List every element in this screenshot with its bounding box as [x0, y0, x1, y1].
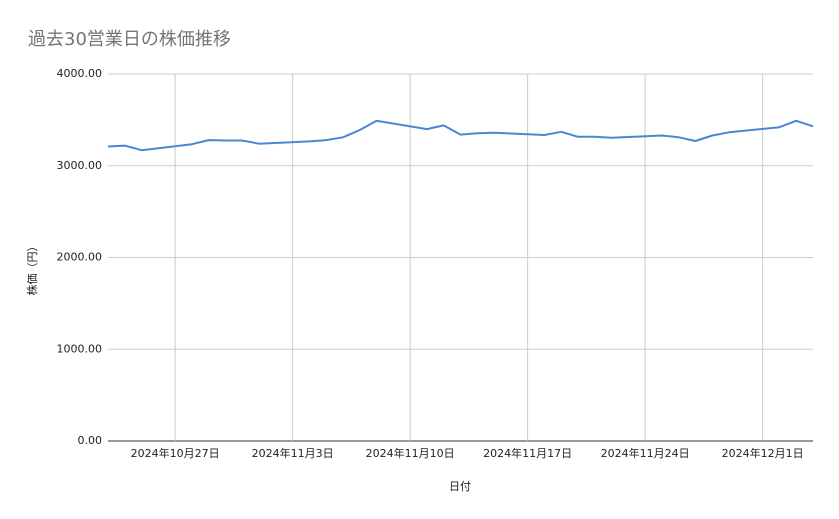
y-tick-label: 1000.00 [57, 342, 103, 355]
y-tick-label: 4000.00 [57, 67, 103, 80]
y-tick-label: 3000.00 [57, 159, 103, 172]
x-axis-title: 日付 [449, 480, 471, 493]
chart-title: 過去30営業日の株価推移 [28, 29, 231, 50]
x-tick-label: 2024年11月17日 [483, 446, 572, 460]
x-tick-label: 2024年12月1日 [722, 446, 804, 460]
y-axis-title: 株価（円） [25, 241, 39, 296]
x-tick-label: 2024年10月27日 [131, 446, 220, 460]
line-series [107, 119, 814, 152]
x-tick-label: 2024年11月3日 [252, 446, 334, 460]
y-tick-label: 2000.00 [57, 251, 103, 264]
x-tick-label: 2024年11月24日 [601, 446, 690, 460]
x-tick-label: 2024年11月10日 [366, 446, 455, 460]
y-tick-label: 0.00 [78, 434, 103, 447]
